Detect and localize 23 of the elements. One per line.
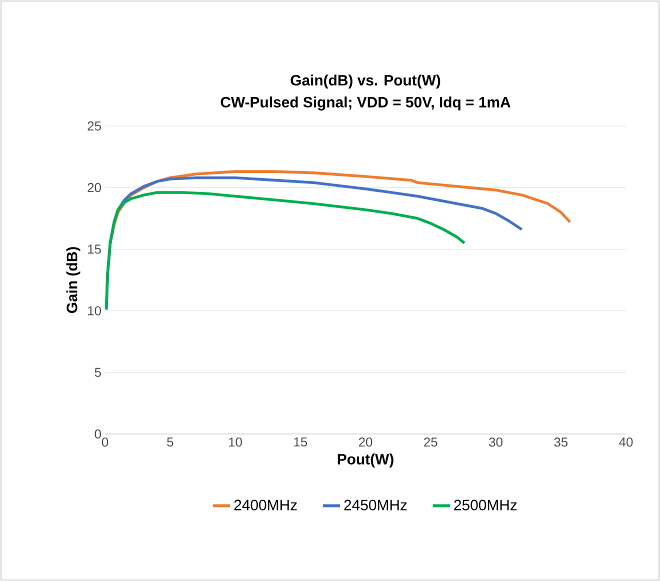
x-tick-label: 5: [167, 438, 174, 447]
y-tick-label: 20: [88, 183, 101, 192]
x-tick-label: 35: [554, 438, 568, 447]
x-tick-label: 20: [358, 438, 372, 447]
legend-label: 2450MHz: [344, 500, 407, 510]
y-tick-label: 25: [88, 121, 101, 131]
legend-label: 2500MHz: [454, 500, 517, 510]
x-axis-title: Pout(W): [338, 454, 394, 468]
y-tick-label: 0: [94, 429, 101, 439]
y-tick-label: 10: [88, 306, 101, 316]
x-tick-label: 30: [489, 438, 502, 447]
chart-subtitle: CW-Pulsed Signal; VDD = 50V, Idq = 1mA: [220, 96, 510, 111]
x-tick-label: 0: [102, 438, 108, 447]
legend-label: 2400MHz: [234, 500, 297, 510]
x-tick-label: 10: [229, 438, 242, 447]
y-axis-title: Gain (dB): [66, 247, 80, 314]
y-tick-label: 5: [94, 368, 101, 377]
chart-title: Gain(dB) vs. Pout(W): [290, 74, 440, 89]
x-tick-label: 25: [424, 438, 438, 447]
y-tick-label: 15: [88, 244, 101, 254]
x-tick-label: 40: [619, 438, 633, 447]
x-tick-label: 15: [294, 438, 308, 447]
line-series: [105, 191, 466, 311]
